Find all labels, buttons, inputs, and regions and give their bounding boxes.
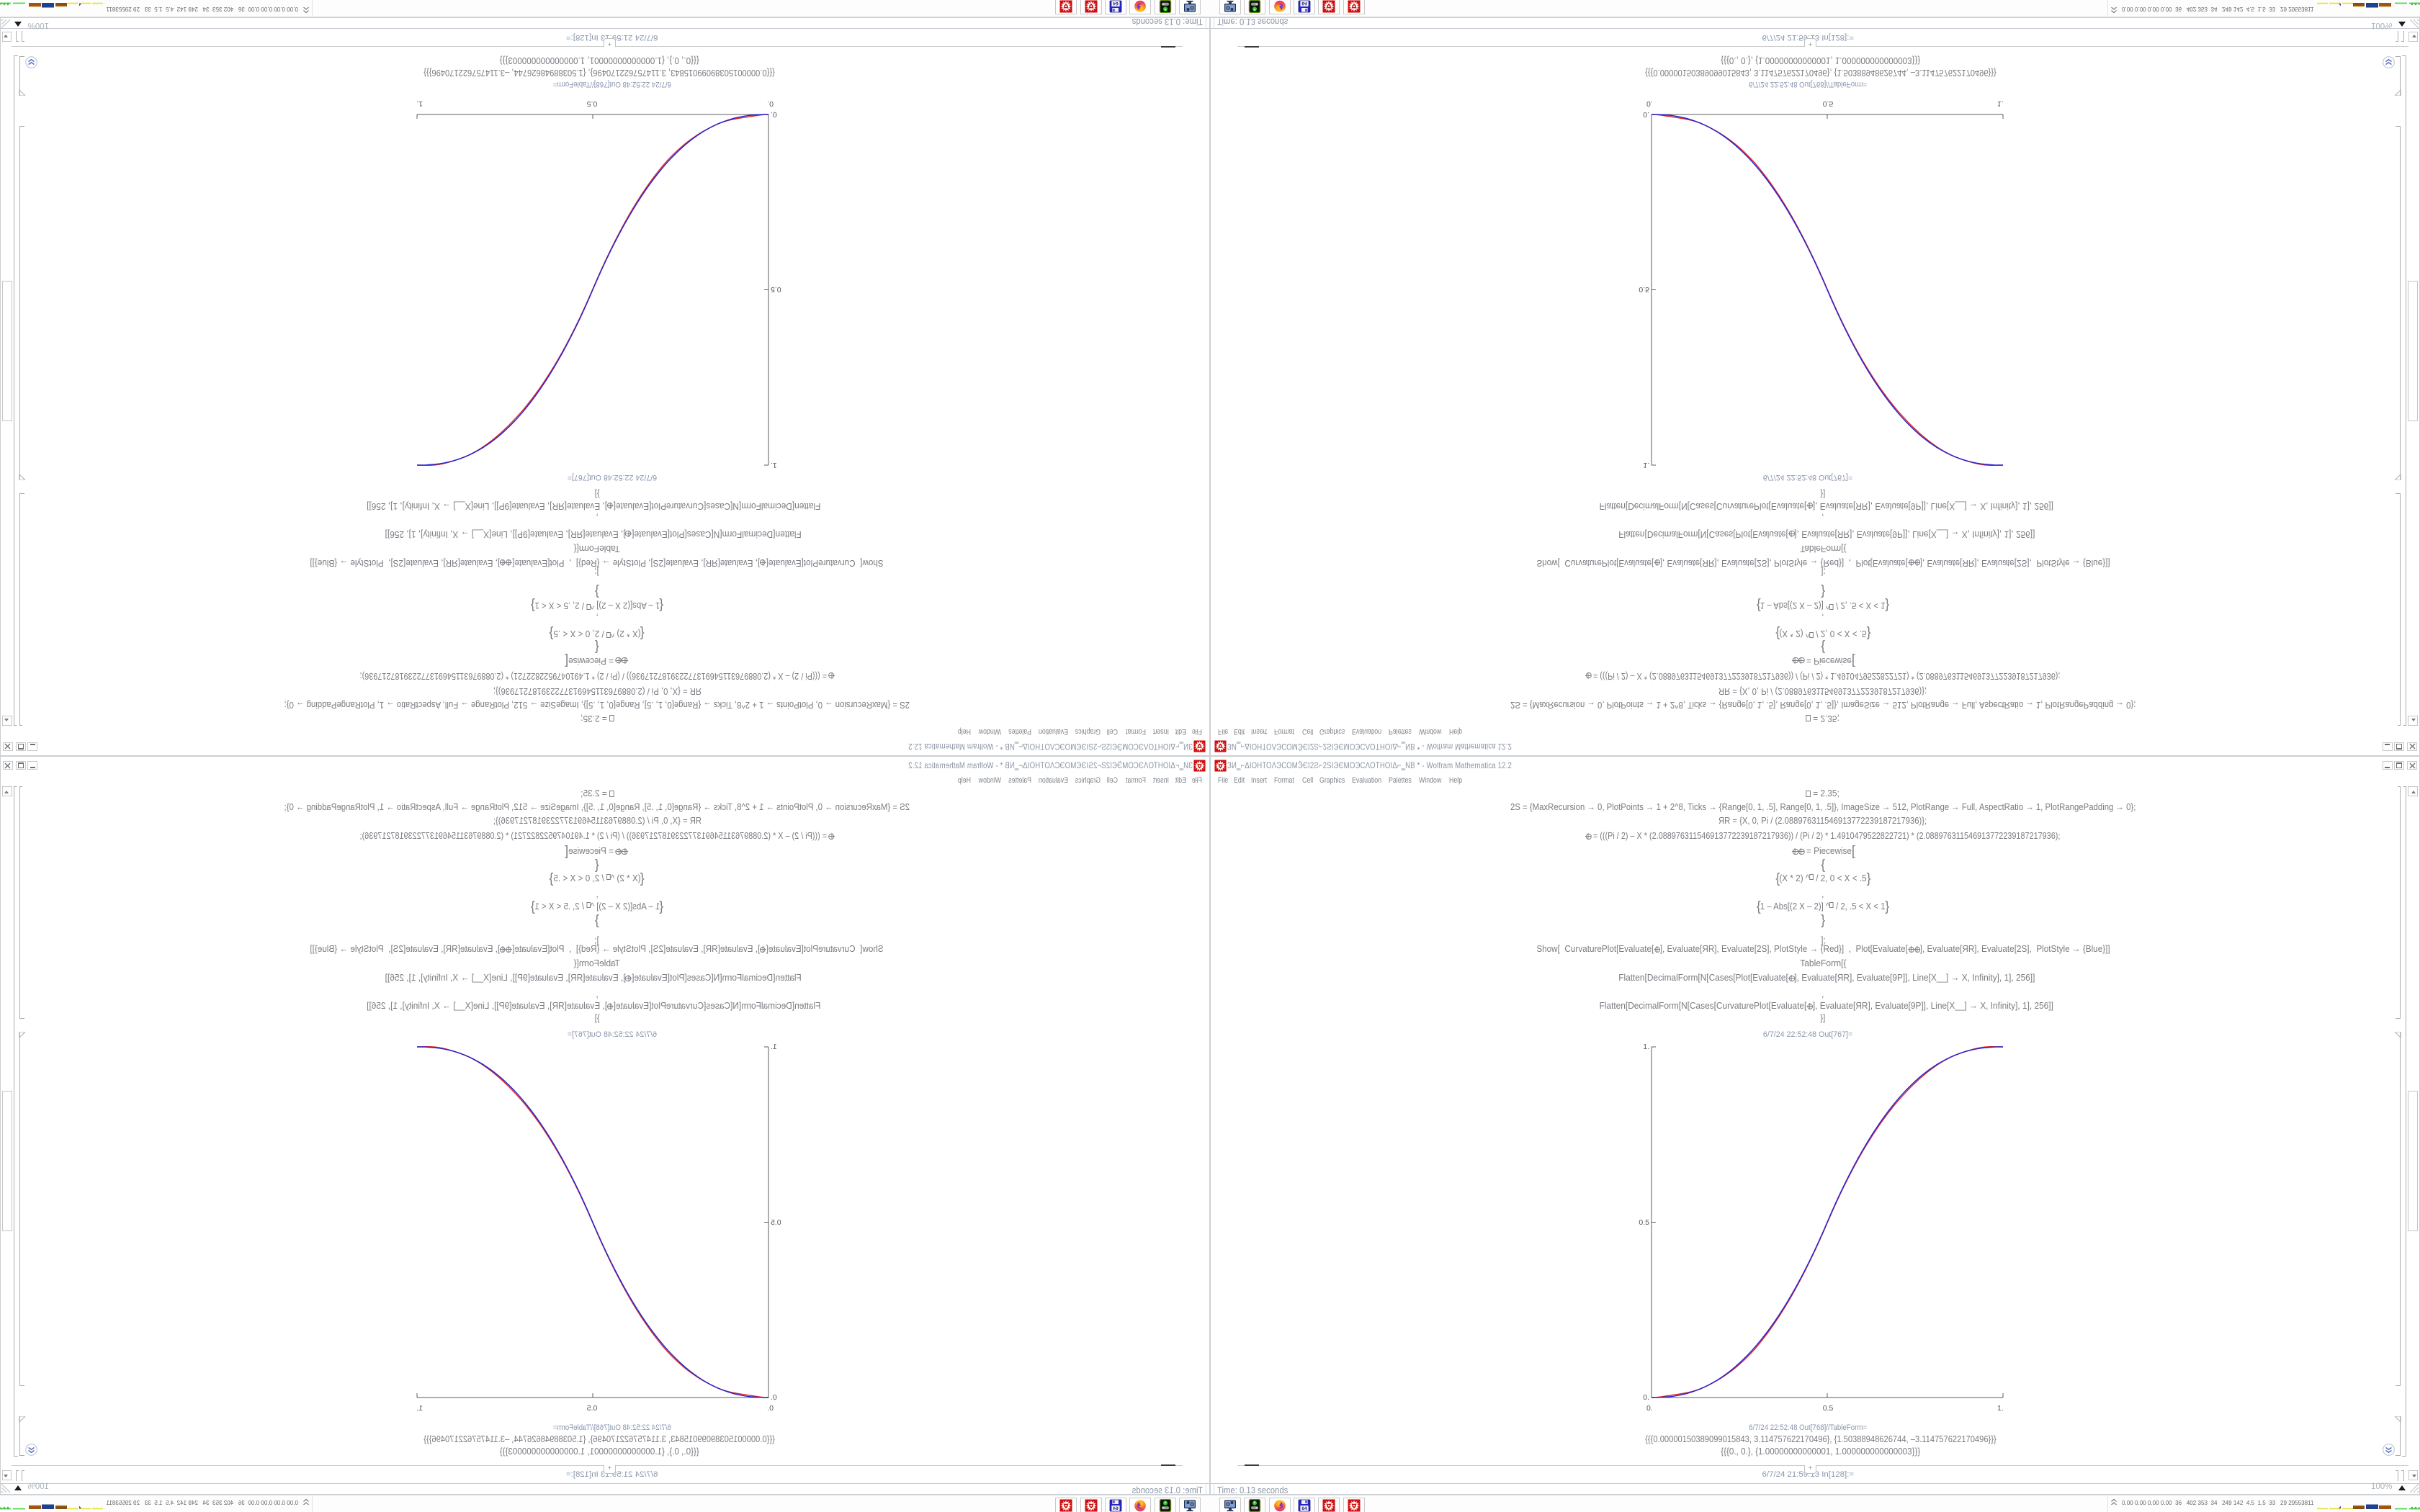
svg-text:64: 64 xyxy=(1113,1506,1119,1511)
svg-text:64: 64 xyxy=(1301,1,1307,6)
svg-text:64: 64 xyxy=(1301,1506,1307,1511)
svg-text:64: 64 xyxy=(1113,1,1119,6)
